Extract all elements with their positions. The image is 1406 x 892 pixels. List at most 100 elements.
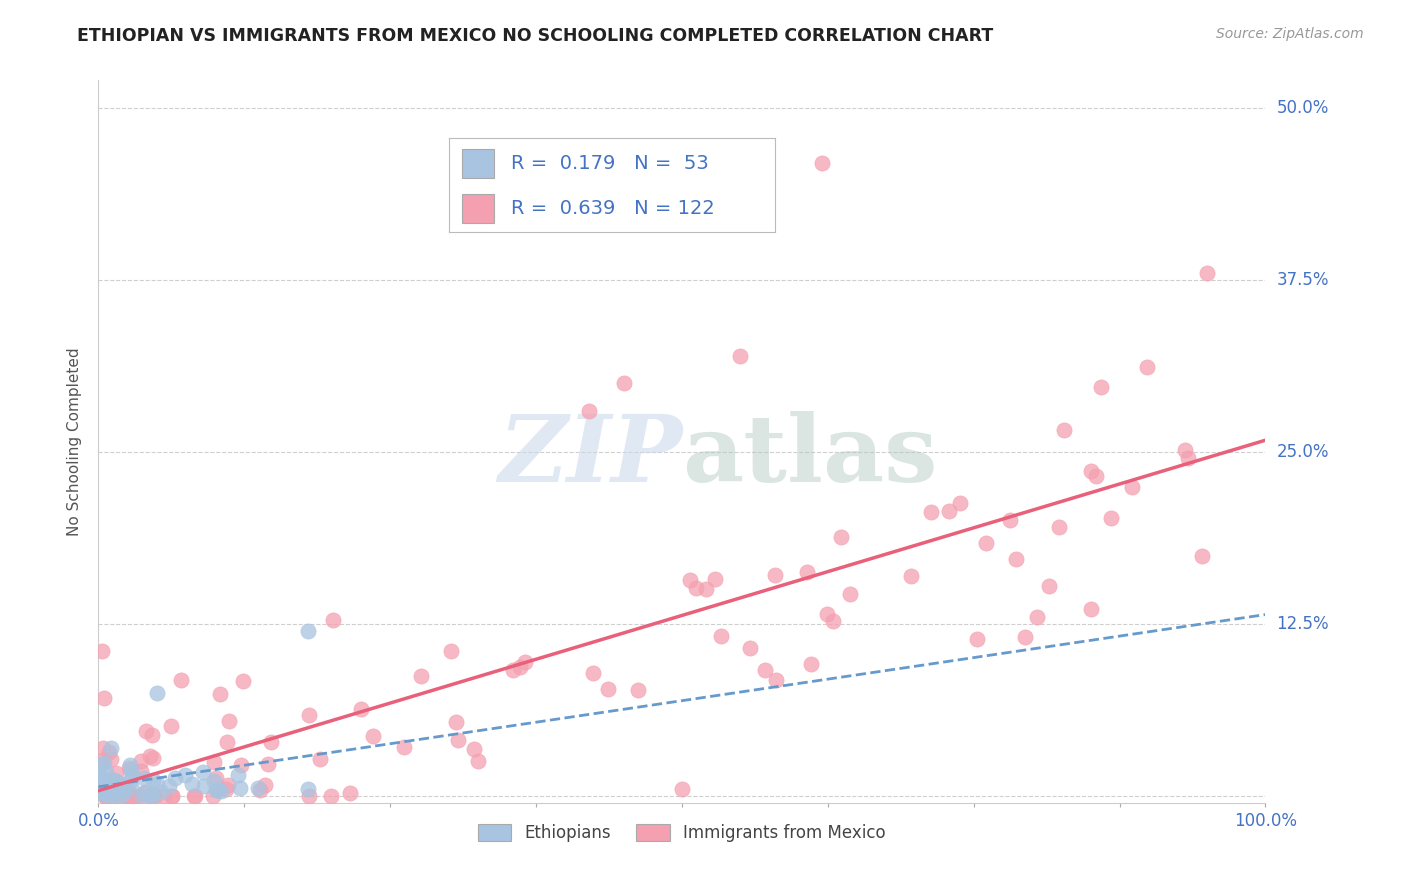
Point bbox=[765, 567, 787, 582]
Point bbox=[260, 735, 283, 749]
Text: ETHIOPIAN VS IMMIGRANTS FROM MEXICO NO SCHOOLING COMPLETED CORRELATION CHART: ETHIOPIAN VS IMMIGRANTS FROM MEXICO NO S… bbox=[77, 27, 994, 45]
Point bbox=[103, 773, 125, 788]
Point bbox=[900, 569, 922, 583]
Point bbox=[1121, 480, 1143, 494]
Point bbox=[141, 789, 163, 803]
Point bbox=[1136, 360, 1159, 375]
Point bbox=[1080, 602, 1102, 616]
Point bbox=[1099, 511, 1122, 525]
Point bbox=[160, 719, 183, 733]
Point bbox=[339, 787, 361, 801]
Point bbox=[96, 772, 118, 786]
Point bbox=[1177, 450, 1199, 465]
Point bbox=[1004, 552, 1026, 566]
Point bbox=[502, 663, 524, 677]
Point bbox=[297, 707, 319, 722]
Text: 37.5%: 37.5% bbox=[1277, 271, 1329, 289]
Point bbox=[105, 789, 128, 803]
Point bbox=[103, 778, 125, 792]
Point bbox=[578, 403, 600, 417]
Point bbox=[815, 607, 838, 621]
Point bbox=[120, 758, 142, 772]
Point bbox=[180, 777, 202, 791]
Point bbox=[94, 785, 117, 799]
Point bbox=[231, 758, 253, 772]
Point bbox=[193, 779, 215, 793]
Point bbox=[142, 750, 165, 764]
Point bbox=[202, 756, 225, 770]
Point bbox=[253, 779, 276, 793]
Point bbox=[309, 752, 332, 766]
Point bbox=[132, 771, 155, 785]
Point bbox=[1014, 630, 1036, 644]
Text: 12.5%: 12.5% bbox=[1277, 615, 1329, 633]
Point bbox=[974, 536, 997, 550]
Point bbox=[298, 789, 321, 803]
Point bbox=[215, 781, 238, 796]
Point bbox=[98, 745, 121, 759]
Point bbox=[411, 669, 433, 683]
Point bbox=[1026, 609, 1049, 624]
Point bbox=[1080, 464, 1102, 478]
Point bbox=[142, 772, 165, 787]
Point bbox=[823, 615, 845, 629]
Point bbox=[246, 780, 269, 795]
Point bbox=[1191, 549, 1213, 563]
Point bbox=[201, 789, 224, 803]
Point bbox=[141, 789, 163, 803]
Point bbox=[184, 789, 207, 803]
Point bbox=[108, 777, 131, 791]
Point bbox=[108, 789, 131, 803]
Point bbox=[209, 687, 232, 701]
Point bbox=[695, 582, 717, 596]
Point bbox=[94, 765, 117, 780]
Point bbox=[165, 772, 187, 786]
Point bbox=[94, 783, 117, 797]
Point bbox=[91, 740, 114, 755]
Point bbox=[93, 789, 115, 803]
Point bbox=[839, 586, 862, 600]
Point bbox=[129, 764, 152, 778]
Point bbox=[1174, 442, 1197, 457]
Point bbox=[232, 674, 254, 689]
Point bbox=[811, 156, 834, 170]
Point bbox=[117, 789, 139, 803]
Point bbox=[205, 783, 228, 797]
Point bbox=[122, 789, 145, 803]
Point bbox=[613, 376, 636, 390]
Point bbox=[93, 773, 115, 788]
Point bbox=[100, 752, 122, 766]
Point bbox=[215, 735, 238, 749]
Point bbox=[830, 530, 852, 544]
Point bbox=[162, 789, 184, 803]
Point bbox=[90, 644, 112, 658]
Point bbox=[228, 768, 250, 782]
Point bbox=[444, 714, 467, 729]
Point bbox=[319, 789, 342, 803]
Point bbox=[209, 784, 232, 798]
Point bbox=[440, 643, 463, 657]
Text: ZIP: ZIP bbox=[498, 411, 682, 501]
Point bbox=[218, 714, 240, 728]
Point bbox=[142, 789, 165, 803]
Point bbox=[1084, 469, 1107, 483]
Point bbox=[467, 754, 489, 768]
Point bbox=[128, 789, 150, 803]
Point bbox=[138, 748, 160, 763]
Point bbox=[740, 640, 762, 655]
Point bbox=[101, 789, 124, 803]
Point bbox=[90, 787, 112, 801]
Point bbox=[89, 771, 111, 785]
Point bbox=[202, 774, 225, 789]
Text: atlas: atlas bbox=[682, 411, 938, 501]
Point bbox=[229, 781, 252, 796]
Point bbox=[94, 789, 117, 803]
Point bbox=[800, 657, 823, 671]
Point bbox=[124, 789, 146, 803]
Point bbox=[100, 789, 122, 803]
Point bbox=[120, 764, 142, 778]
Point bbox=[256, 756, 278, 771]
Point bbox=[1195, 266, 1218, 280]
Point bbox=[938, 504, 960, 518]
Point bbox=[104, 774, 127, 789]
